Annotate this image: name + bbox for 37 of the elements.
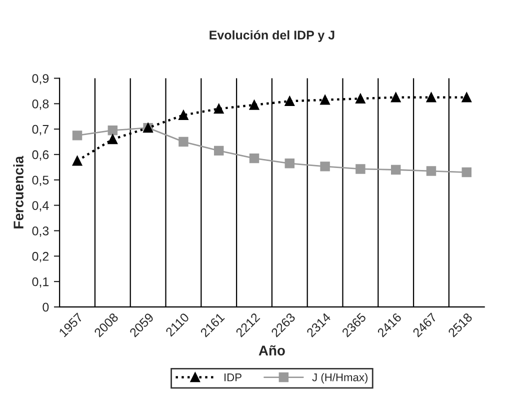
point [214, 146, 224, 156]
point [249, 153, 260, 164]
point [356, 94, 366, 104]
y-tick-label: 0,5 [32, 176, 49, 186]
point [178, 136, 188, 147]
y-tick-label: 0 [42, 302, 49, 312]
y-tick-label: 0,4 [32, 201, 49, 212]
y-tick-label: 0,2 [32, 252, 49, 262]
y-tick-label: 0,9 [32, 74, 49, 84]
y-tick-label: 0,3 [32, 226, 49, 237]
point [390, 164, 401, 175]
y-tick-label: 0,6 [32, 150, 49, 161]
point [108, 126, 118, 136]
chart-title: Evolución del IDP y J [210, 30, 334, 42]
legend-label: J (H/Hmax) [312, 373, 368, 384]
point [72, 130, 82, 140]
legend-label: IDP [224, 374, 242, 382]
point [284, 158, 295, 168]
point [178, 110, 188, 120]
point [426, 166, 436, 176]
point [462, 167, 472, 178]
y-axis-title: Fercuencia [13, 156, 24, 228]
point [72, 156, 82, 166]
y-tick-label: 0,1 [32, 277, 49, 288]
y-tick-label: 0,8 [32, 99, 49, 110]
y-tick-label: 0,7 [32, 124, 49, 136]
point [108, 134, 118, 144]
x-axis-title: Año [258, 345, 285, 356]
point [284, 96, 295, 106]
point [356, 164, 366, 174]
point [249, 100, 260, 110]
point [426, 92, 436, 102]
point [320, 95, 330, 105]
point [390, 92, 401, 102]
point [462, 92, 472, 102]
point [320, 162, 330, 172]
point [214, 104, 224, 114]
